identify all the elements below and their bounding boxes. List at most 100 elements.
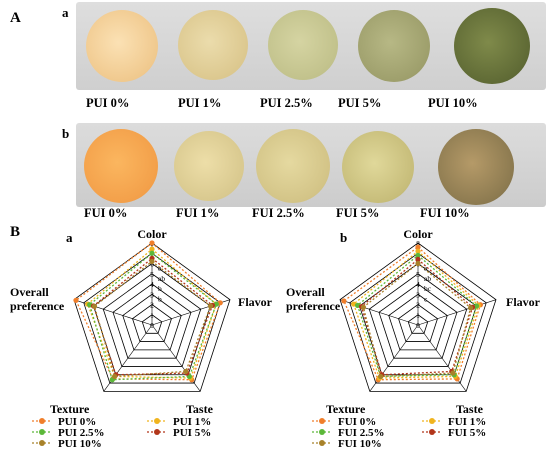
radar-axis-label: preference — [286, 299, 341, 313]
legend-label: PUI 2.5% — [58, 427, 104, 439]
label-fui-2-5: FUI 2.5% — [252, 206, 305, 220]
radar-significance-letter: a — [424, 264, 428, 273]
legend-label: FUI 1% — [448, 416, 486, 428]
legend-swatch-marker — [154, 418, 160, 424]
radar-axis-label: Flavor — [506, 295, 541, 309]
radar-tick-label: 4 — [150, 280, 154, 289]
radar-tick-label: 3 — [150, 290, 154, 299]
radar-tick-label: 1 — [416, 311, 420, 320]
radar-series-line — [362, 262, 472, 378]
radar-tick-label: 8 — [416, 239, 420, 248]
legend-label: FUI 2.5% — [338, 427, 384, 439]
radar-significance-letter: a — [158, 264, 162, 273]
radar-significance-letter: b — [158, 284, 162, 293]
radar-grid-ring — [102, 273, 202, 367]
legend-label: PUI 1% — [173, 416, 211, 428]
radar-tick-label: 5 — [150, 270, 154, 279]
cookie-photo-strip-pui — [76, 2, 546, 90]
radar-significance-letter: ab — [158, 274, 165, 283]
legend-swatch-marker — [429, 429, 435, 435]
radar-a-letter: a — [66, 230, 73, 245]
label-fui-5: FUI 5% — [336, 206, 380, 220]
cookie-pui-5 — [358, 10, 430, 82]
radar-significance-letter: ab — [424, 274, 431, 283]
radar-significance-letter: b — [158, 294, 162, 303]
legend-label: FUI 0% — [338, 416, 376, 428]
legend-swatch-marker — [319, 429, 325, 435]
label-pui-1: PUI 1% — [178, 96, 222, 110]
cookie-pui-0 — [86, 10, 158, 82]
radar-series-point — [207, 303, 214, 309]
row-a-letter: a — [62, 5, 69, 20]
radar-series-line — [86, 248, 218, 379]
radar-series-point — [360, 304, 367, 310]
legend-label: FUI 10% — [338, 438, 382, 450]
radar-series-point — [149, 246, 155, 252]
radar-tick-label: 0 — [150, 321, 154, 330]
radar-tick-label: 2 — [416, 301, 420, 310]
radar-grid-ring — [349, 252, 487, 384]
legend-swatch-marker — [319, 440, 325, 446]
radar-axis-label: Texture — [50, 402, 90, 416]
radar-axis-label: Flavor — [238, 295, 273, 309]
cookie-fui-10 — [438, 129, 514, 205]
radar-grid-ring — [378, 283, 458, 359]
radar-series-point — [183, 368, 189, 375]
radar-series-point — [149, 258, 155, 265]
legend-label: PUI 0% — [58, 416, 96, 428]
label-pui-0: PUI 0% — [86, 96, 130, 110]
legend-swatch-marker — [319, 418, 325, 424]
radar-series-point — [149, 240, 155, 246]
radar-series-point — [450, 370, 456, 376]
radar-grid-ring — [368, 273, 468, 367]
radar-grid-ring — [73, 242, 231, 392]
cookie-pui-1 — [178, 10, 248, 80]
legend-label: PUI 5% — [173, 427, 211, 439]
label-fui-10: FUI 10% — [420, 206, 470, 220]
cookie-pui-10 — [454, 8, 530, 84]
radar-series-point — [415, 244, 421, 250]
radar-series-line — [352, 250, 480, 379]
legend-label: PUI 10% — [58, 438, 102, 450]
radar-grid-ring — [122, 293, 182, 351]
radar-series-point — [415, 252, 421, 258]
radar-grid-ring — [398, 304, 438, 342]
radar-grid-ring — [388, 293, 448, 351]
radar-tick-label: 0 — [416, 321, 420, 330]
radar-tick-label: 5 — [416, 270, 420, 279]
radar-tick-label: 1 — [150, 311, 154, 320]
radar-series-point — [73, 297, 79, 303]
radar-series-point — [415, 260, 421, 267]
radar-series-line — [356, 254, 478, 378]
radar-axis-label: Overall — [10, 285, 49, 299]
cookie-fui-0 — [84, 129, 158, 203]
label-fui-0: FUI 0% — [84, 206, 128, 220]
label-fui-1: FUI 1% — [176, 206, 220, 220]
radar-axis-label: Taste — [456, 402, 484, 416]
radar-tick-label: 3 — [416, 290, 420, 299]
radar-grid-ring — [339, 242, 497, 392]
radar-axis-label: Color — [137, 227, 167, 241]
radar-spoke — [417, 299, 497, 326]
legend-swatch-marker — [39, 418, 45, 424]
cookie-fui-2-5 — [256, 129, 330, 203]
radar-grid-ring — [112, 283, 192, 359]
radar-grid-ring — [359, 263, 477, 376]
cookie-fui-5 — [342, 131, 414, 203]
radar-b-letter: b — [340, 230, 348, 245]
legend-swatch-marker — [39, 429, 45, 435]
radar-series-line — [93, 260, 212, 378]
radar-series-line — [360, 258, 474, 376]
radar-series-point — [341, 298, 347, 304]
radar-series-point — [415, 248, 421, 254]
radar-significance-letter: c — [424, 294, 428, 303]
label-pui-10: PUI 10% — [428, 96, 478, 110]
radar-series-point — [112, 373, 118, 380]
radar-grid-ring — [141, 314, 163, 334]
legend-label: FUI 5% — [448, 427, 486, 439]
radar-series-point — [149, 250, 155, 256]
radar-tick-label: 4 — [416, 280, 420, 289]
radar-grid-ring — [132, 304, 172, 342]
radar-series-point — [378, 373, 384, 380]
